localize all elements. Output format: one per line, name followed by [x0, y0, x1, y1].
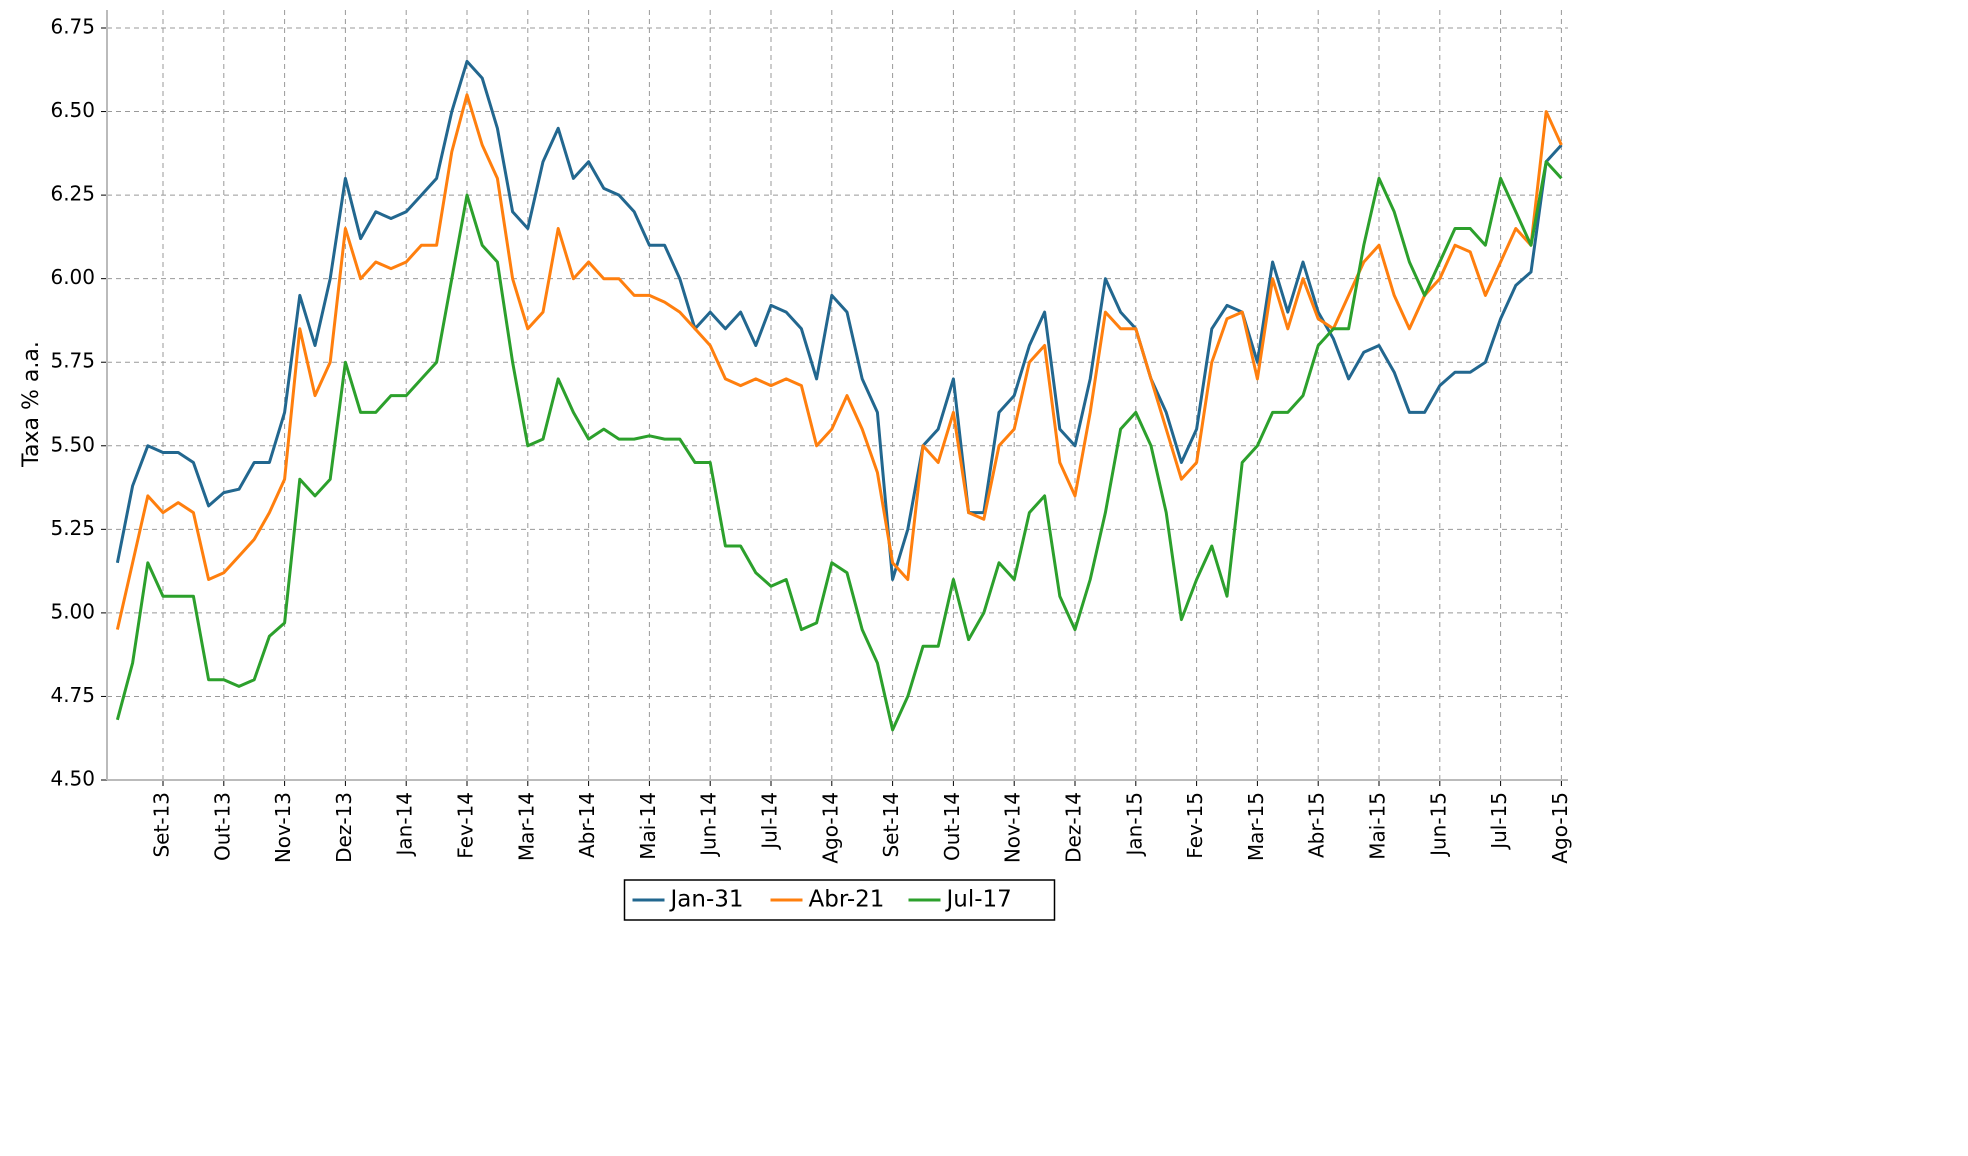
x-tick-label: Set-14 — [879, 792, 903, 858]
legend-label: Jan-31 — [669, 887, 744, 913]
y-tick-label: 6.25 — [50, 182, 95, 206]
x-tick-label: Jan-14 — [393, 792, 417, 858]
series-line — [115, 160, 1563, 732]
y-tick-label: 4.50 — [50, 767, 95, 791]
y-tick-label: 5.50 — [50, 432, 95, 456]
y-tick-label: 6.00 — [50, 265, 95, 289]
legend-box — [623, 879, 1056, 921]
x-tick-label: Ago-15 — [1548, 792, 1572, 864]
x-tick-label: Abr-14 — [575, 792, 599, 858]
x-tick-label: Out-14 — [940, 792, 964, 861]
x-tick-label: Set-13 — [150, 792, 174, 858]
y-tick-label: 6.75 — [50, 15, 95, 39]
legend-label: Jul-17 — [945, 887, 1012, 913]
x-tick-label: Nov-14 — [1001, 792, 1025, 863]
y-tick-label: 4.75 — [50, 683, 95, 707]
x-tick-label: Out-13 — [210, 792, 234, 861]
x-tick-label: Mai-15 — [1366, 792, 1390, 860]
x-tick-label: Jun-14 — [697, 792, 721, 858]
series-line — [115, 93, 1563, 630]
x-tick-label: Abr-15 — [1305, 792, 1329, 858]
x-tick-label: Jul-14 — [758, 792, 782, 851]
x-tick-label: Mar-14 — [514, 792, 538, 861]
x-tick-label: Dez-14 — [1062, 792, 1086, 863]
y-tick-label: 5.00 — [50, 599, 95, 623]
x-tick-label: Jul-15 — [1487, 792, 1511, 851]
x-tick-label: Ago-14 — [818, 792, 842, 864]
x-tick-label: Nov-13 — [271, 792, 295, 863]
x-tick-label: Jun-15 — [1426, 792, 1450, 858]
y-tick-label: 6.50 — [50, 98, 95, 122]
x-tick-label: Dez-13 — [332, 792, 356, 863]
y-tick-label: 5.75 — [50, 349, 95, 373]
x-tick-label: Mai-14 — [636, 792, 660, 860]
x-tick-label: Mar-15 — [1244, 792, 1268, 861]
x-tick-label: Fev-14 — [454, 792, 478, 859]
x-tick-label: Fev-15 — [1183, 792, 1207, 859]
y-axis-label: Taxa % a.a. — [19, 341, 44, 468]
y-tick-label: 5.25 — [50, 516, 95, 540]
series-line — [115, 59, 1563, 581]
x-tick-label: Jan-15 — [1122, 792, 1146, 858]
legend-label: Abr-21 — [809, 887, 885, 913]
legend: Jan-31 Abr-21 Jul-17 — [623, 879, 1056, 921]
